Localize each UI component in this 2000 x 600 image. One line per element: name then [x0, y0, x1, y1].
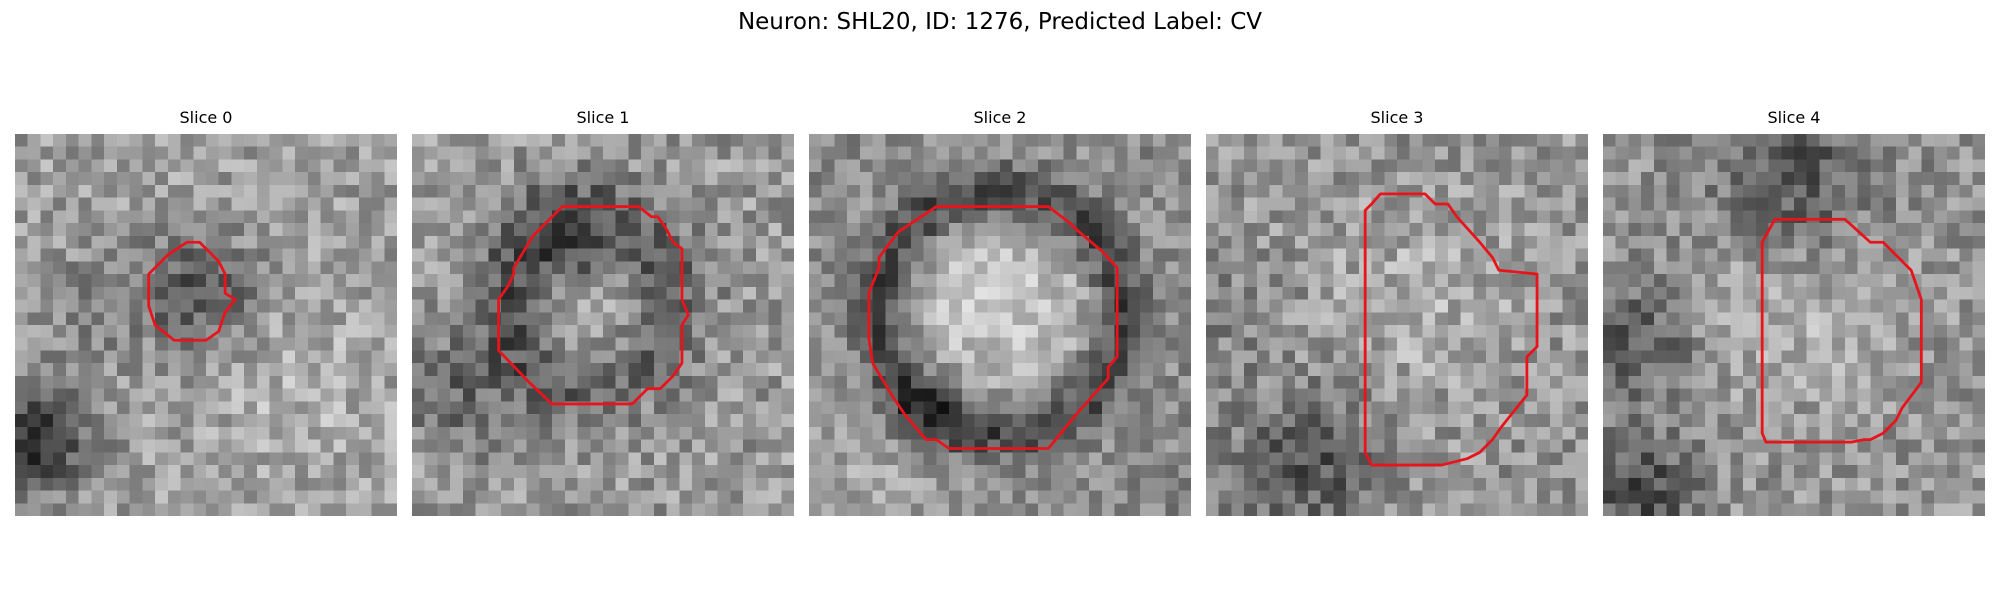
slice-texture-0 — [15, 134, 397, 516]
figure-title: Neuron: SHL20, ID: 1276, Predicted Label… — [737, 9, 1263, 35]
slice-image-2 — [809, 134, 1191, 516]
slice-texture-1 — [412, 134, 794, 516]
slice-image-3 — [1206, 134, 1588, 516]
slice-panel-4: Slice 4 — [1603, 108, 1985, 516]
slice-title-2: Slice 2 — [973, 108, 1027, 127]
slice-panel-2: Slice 2 — [809, 108, 1191, 516]
segmentation-contour-1 — [497, 205, 690, 406]
segmentation-contour-3 — [1363, 192, 1539, 467]
slice-image-0 — [15, 134, 397, 516]
slice-title-4: Slice 4 — [1767, 108, 1821, 127]
slice-texture-4 — [1603, 134, 1985, 516]
segmentation-contour-4 — [1760, 217, 1923, 444]
slice-panel-3: Slice 3 — [1206, 108, 1588, 516]
slice-panel-1: Slice 1 — [412, 108, 794, 516]
segmentation-contour-2 — [867, 205, 1119, 450]
slice-title-3: Slice 3 — [1370, 108, 1424, 127]
slice-title-1: Slice 1 — [576, 108, 630, 127]
slice-panel-0: Slice 0 — [15, 108, 397, 516]
slice-title-0: Slice 0 — [179, 108, 233, 127]
slice-texture-2 — [809, 134, 1191, 516]
segmentation-contour-0 — [147, 240, 237, 342]
slice-image-4 — [1603, 134, 1985, 516]
slice-texture-3 — [1206, 134, 1588, 516]
slice-image-1 — [412, 134, 794, 516]
